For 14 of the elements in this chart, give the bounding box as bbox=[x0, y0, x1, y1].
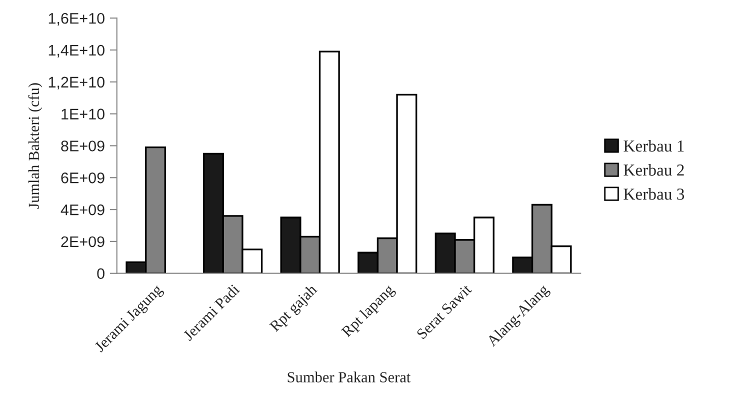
y-tick-label: 2E+09 bbox=[61, 236, 104, 248]
y-tick-label: 0 bbox=[97, 268, 104, 280]
y-tick-label: 4E+09 bbox=[60, 204, 104, 216]
legend-label: Kerbau 2 bbox=[624, 164, 684, 176]
y-tick-label: 1E+10 bbox=[62, 108, 104, 120]
y-axis-title: Jumlah Bakteri (cfu) bbox=[28, 83, 42, 209]
x-axis-title: Sumber Pakan Serat bbox=[288, 372, 411, 382]
y-tick-label: 1,2E+10 bbox=[48, 76, 104, 90]
y-tick-label: 1,4E+10 bbox=[48, 44, 104, 58]
y-tick-label: 6E+09 bbox=[61, 172, 104, 184]
legend-label: Kerbau 3 bbox=[624, 188, 684, 200]
y-tick-label: 8E+09 bbox=[61, 140, 104, 152]
legend-label: Kerbau 1 bbox=[624, 140, 684, 152]
y-tick-label: 1,6E+10 bbox=[48, 12, 104, 26]
